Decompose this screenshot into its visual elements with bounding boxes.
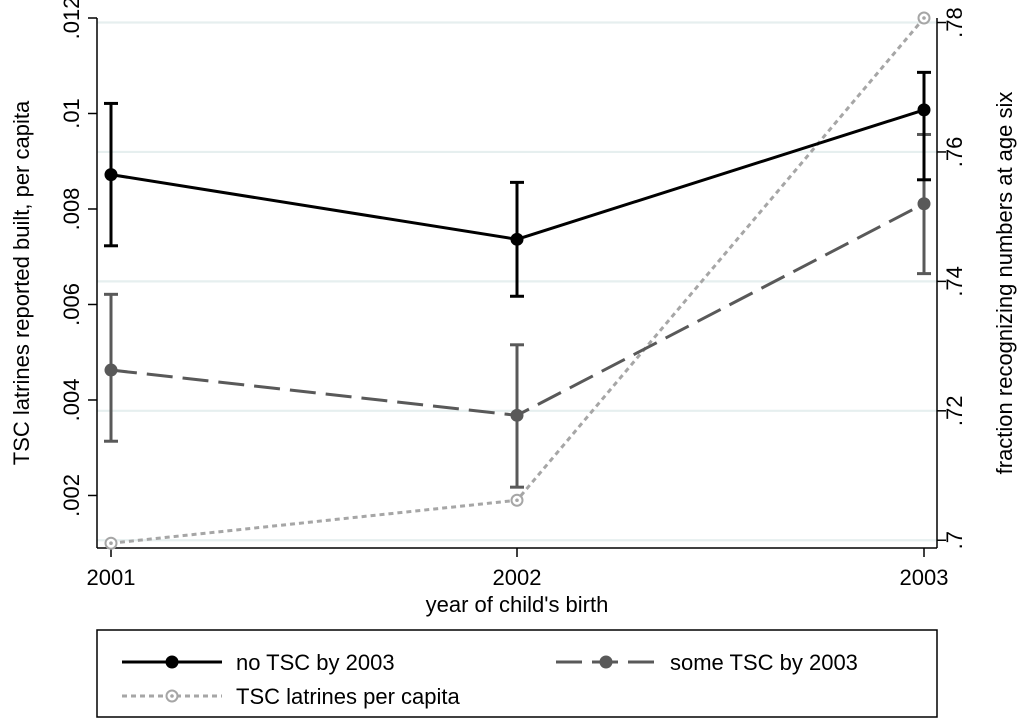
legend-swatch-marker <box>165 655 179 669</box>
data-point <box>510 408 524 422</box>
legend: no TSC by 2003 some TSC by 2003 TSC latrin… <box>96 629 938 718</box>
legend-box <box>96 629 938 718</box>
x-tick-label: 2002 <box>493 565 542 590</box>
right-y-tick-label: .72 <box>942 396 967 427</box>
right-y-tick-label: .7 <box>942 531 967 549</box>
right-y-tick-label: .74 <box>942 266 967 297</box>
left-y-tick-label: .004 <box>59 379 84 422</box>
legend-swatch-marker <box>599 655 613 669</box>
legend-label: no TSC by 2003 <box>236 650 395 675</box>
right-y-tick-label: .78 <box>942 7 967 38</box>
x-tick-label: 2003 <box>900 565 949 590</box>
legend-item: some TSC by 2003 <box>556 650 858 675</box>
legend-swatch-marker-center <box>170 694 174 698</box>
data-point-center <box>109 541 113 546</box>
series-no-tsc-by-2003 <box>104 70 931 298</box>
data-point <box>510 232 524 246</box>
left-y-tick-label: .002 <box>59 474 84 517</box>
series <box>104 11 931 550</box>
series-some-tsc-by-2003 <box>104 132 931 489</box>
data-point <box>917 197 931 211</box>
legend-item: no TSC by 2003 <box>122 650 395 675</box>
data-point <box>104 363 118 377</box>
legend-item: TSC latrines per capita <box>122 684 461 709</box>
data-point <box>917 103 931 117</box>
x-tick-label: 2001 <box>87 565 136 590</box>
data-point <box>104 168 118 182</box>
left-y-tick-label: .01 <box>59 98 84 129</box>
legend-label: TSC latrines per capita <box>236 684 461 709</box>
right-y-tick-label: .76 <box>942 137 967 168</box>
ticks: .002 .004 .006 .008 .01 .012 .7 .72 .74 .76 .78 200… <box>59 0 967 590</box>
series-tsc-latrines-per-capita <box>104 11 931 550</box>
data-point-center <box>515 498 519 503</box>
data-point-center <box>922 16 926 20</box>
x-axis-title: year of child's birth <box>426 592 609 617</box>
left-y-tick-label: .006 <box>59 283 84 326</box>
left-y-tick-label: .012 <box>59 0 84 39</box>
left-y-tick-label: .008 <box>59 188 84 231</box>
right-y-axis-title: fraction recognizing numbers at age six <box>992 92 1017 475</box>
legend-label: some TSC by 2003 <box>670 650 858 675</box>
left-y-axis-title: TSC latrines reported built, per capita <box>9 100 34 465</box>
